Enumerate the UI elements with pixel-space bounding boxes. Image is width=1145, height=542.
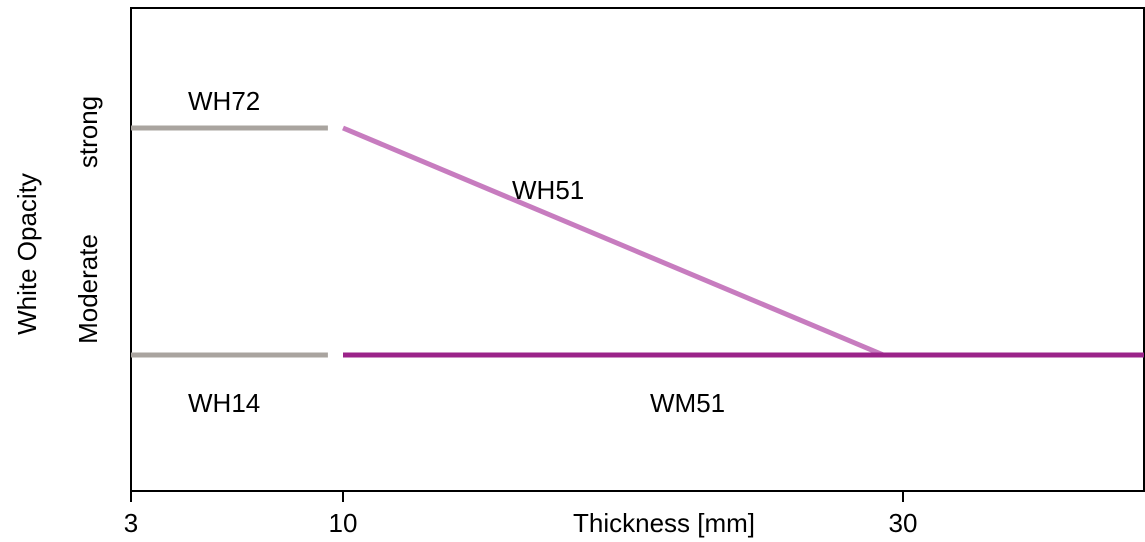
x-tick-label-10: 10: [329, 508, 358, 538]
y-level-label-strong: strong: [73, 96, 103, 168]
x-tick-label-30: 30: [889, 508, 918, 538]
series-label-wh72: WH72: [188, 86, 260, 116]
series-label-wh51: WH51: [512, 175, 584, 205]
series-label-wh14: WH14: [188, 388, 260, 418]
y-axis-title: White Opacity: [12, 173, 42, 335]
x-axis: 3 10 30 Thickness [mm]: [124, 491, 918, 538]
series-label-wm51: WM51: [650, 388, 725, 418]
plot-area-frame: [130, 7, 1145, 492]
x-axis-title: Thickness [mm]: [573, 508, 755, 538]
y-axis-levels: Moderate strong: [73, 96, 103, 344]
y-level-label-moderate: Moderate: [73, 234, 103, 344]
series-line-wh51: [342, 125, 885, 358]
x-tick-label-3: 3: [124, 508, 138, 538]
series-layer: WH72 WH14 WH51 WM51: [131, 86, 1144, 418]
